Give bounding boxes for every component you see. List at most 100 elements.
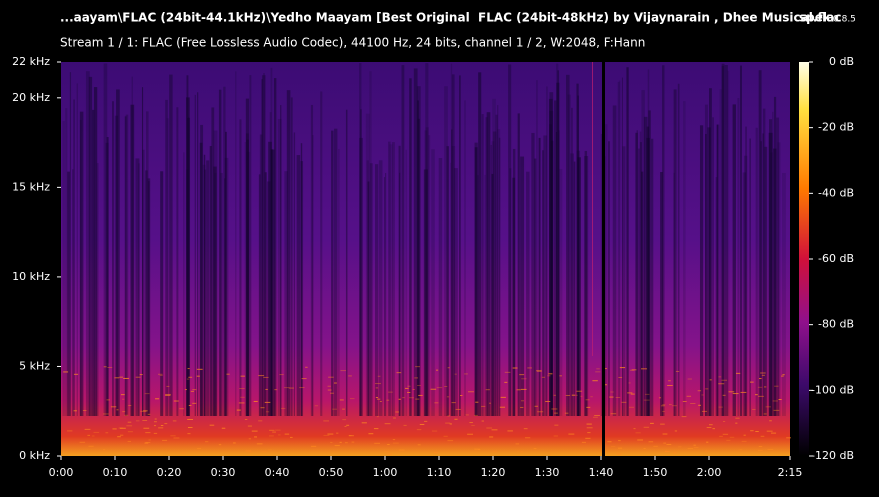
texture-speck: [160, 424, 164, 426]
texture-speck: [571, 394, 575, 396]
texture-speck: [660, 423, 665, 425]
texture-streak: [79, 119, 82, 416]
texture-streak: [261, 75, 266, 416]
texture-speck: [755, 431, 759, 433]
texture-speck: [184, 389, 188, 391]
texture-speck: [668, 404, 672, 406]
texture-speck: [226, 373, 230, 375]
texture-speck: [148, 439, 151, 441]
texture-speck: [408, 397, 414, 399]
texture-speck: [481, 420, 484, 422]
texture-speck: [405, 387, 409, 389]
texture-speck: [486, 427, 493, 429]
texture-streak: [261, 79, 263, 416]
texture-speck: [586, 423, 592, 425]
spectrogram-texture: [62, 62, 791, 456]
texture-speck: [758, 445, 763, 447]
texture-streak: [130, 104, 135, 416]
texture-speck: [585, 437, 591, 439]
texture-speck: [643, 448, 646, 450]
texture-speck: [732, 393, 739, 395]
texture-speck: [473, 414, 478, 416]
texture-streak: [673, 89, 677, 416]
texture-speck: [323, 434, 330, 436]
texture-speck: [454, 418, 458, 420]
texture-streak: [773, 148, 777, 416]
texture-speck: [187, 433, 191, 435]
texture-speck: [117, 436, 121, 438]
texture-speck: [288, 387, 294, 389]
texture-speck: [451, 402, 456, 404]
texture-speck: [443, 435, 448, 437]
texture-streak: [646, 137, 650, 417]
texture-speck: [145, 441, 151, 443]
texture-streak: [188, 116, 190, 416]
texture-speck: [344, 425, 347, 427]
texture-streak: [223, 86, 226, 417]
texture-speck: [84, 428, 91, 430]
y-tick-label: 10 kHz: [12, 270, 50, 283]
texture-speck: [758, 449, 763, 451]
texture-streak: [508, 64, 512, 417]
texture-speck: [79, 441, 86, 443]
texture-streak: [777, 142, 781, 416]
texture-speck: [159, 375, 163, 377]
texture-streak: [383, 177, 386, 416]
texture-speck: [119, 376, 124, 378]
texture-streak: [721, 65, 725, 416]
texture-speck: [454, 373, 457, 375]
y-tick-label: 15 kHz: [12, 180, 50, 193]
texture-speck: [240, 375, 245, 377]
texture-streak: [517, 113, 520, 416]
texture-speck: [697, 390, 702, 392]
texture-streak: [497, 129, 501, 416]
title: ...aayam\FLAC (24bit-44.1kHz)\Yedho Maay…: [60, 11, 841, 25]
texture-speck: [763, 386, 767, 388]
texture-speck: [750, 430, 754, 432]
texture-speck: [662, 404, 666, 406]
texture-streak: [244, 142, 247, 416]
texture-speck: [548, 453, 552, 455]
texture-streak: [707, 127, 711, 416]
texture-speck: [419, 423, 425, 425]
texture-streak: [137, 163, 140, 416]
texture-speck: [447, 440, 454, 442]
x-tick-label: 2:15: [778, 466, 803, 479]
texture-streak: [749, 138, 751, 417]
texture-streak: [277, 118, 282, 417]
texture-speck: [706, 441, 709, 443]
texture-streak: [764, 146, 768, 416]
texture-speck: [763, 413, 767, 415]
texture-streak: [284, 171, 288, 416]
texture-speck: [73, 373, 79, 375]
texture-streak: [773, 96, 777, 416]
texture-streak: [62, 121, 65, 416]
texture-speck: [415, 398, 420, 400]
texture-speck: [635, 432, 641, 434]
texture-streak: [73, 99, 75, 416]
texture-speck: [188, 404, 192, 406]
texture-streak: [290, 97, 293, 416]
texture-streak: [495, 114, 498, 416]
texture-speck: [446, 396, 450, 398]
texture-streak: [235, 71, 237, 417]
texture-speck: [735, 372, 741, 374]
texture-streak: [96, 163, 99, 416]
texture-speck: [653, 445, 658, 447]
texture-speck: [447, 415, 451, 417]
texture-speck: [398, 398, 401, 400]
texture-streak: [618, 80, 621, 416]
texture-streak: [716, 124, 720, 416]
texture-speck: [760, 372, 766, 374]
texture-speck: [144, 393, 150, 395]
texture-speck: [504, 381, 508, 383]
texture-speck: [417, 444, 421, 446]
texture-speck: [299, 387, 305, 389]
texture-speck: [519, 374, 525, 376]
texture-streak: [737, 98, 740, 416]
texture-speck: [186, 378, 190, 380]
texture-streak: [183, 152, 185, 416]
texture-speck: [660, 405, 665, 407]
texture-streak: [474, 147, 478, 416]
texture-speck: [187, 419, 194, 421]
